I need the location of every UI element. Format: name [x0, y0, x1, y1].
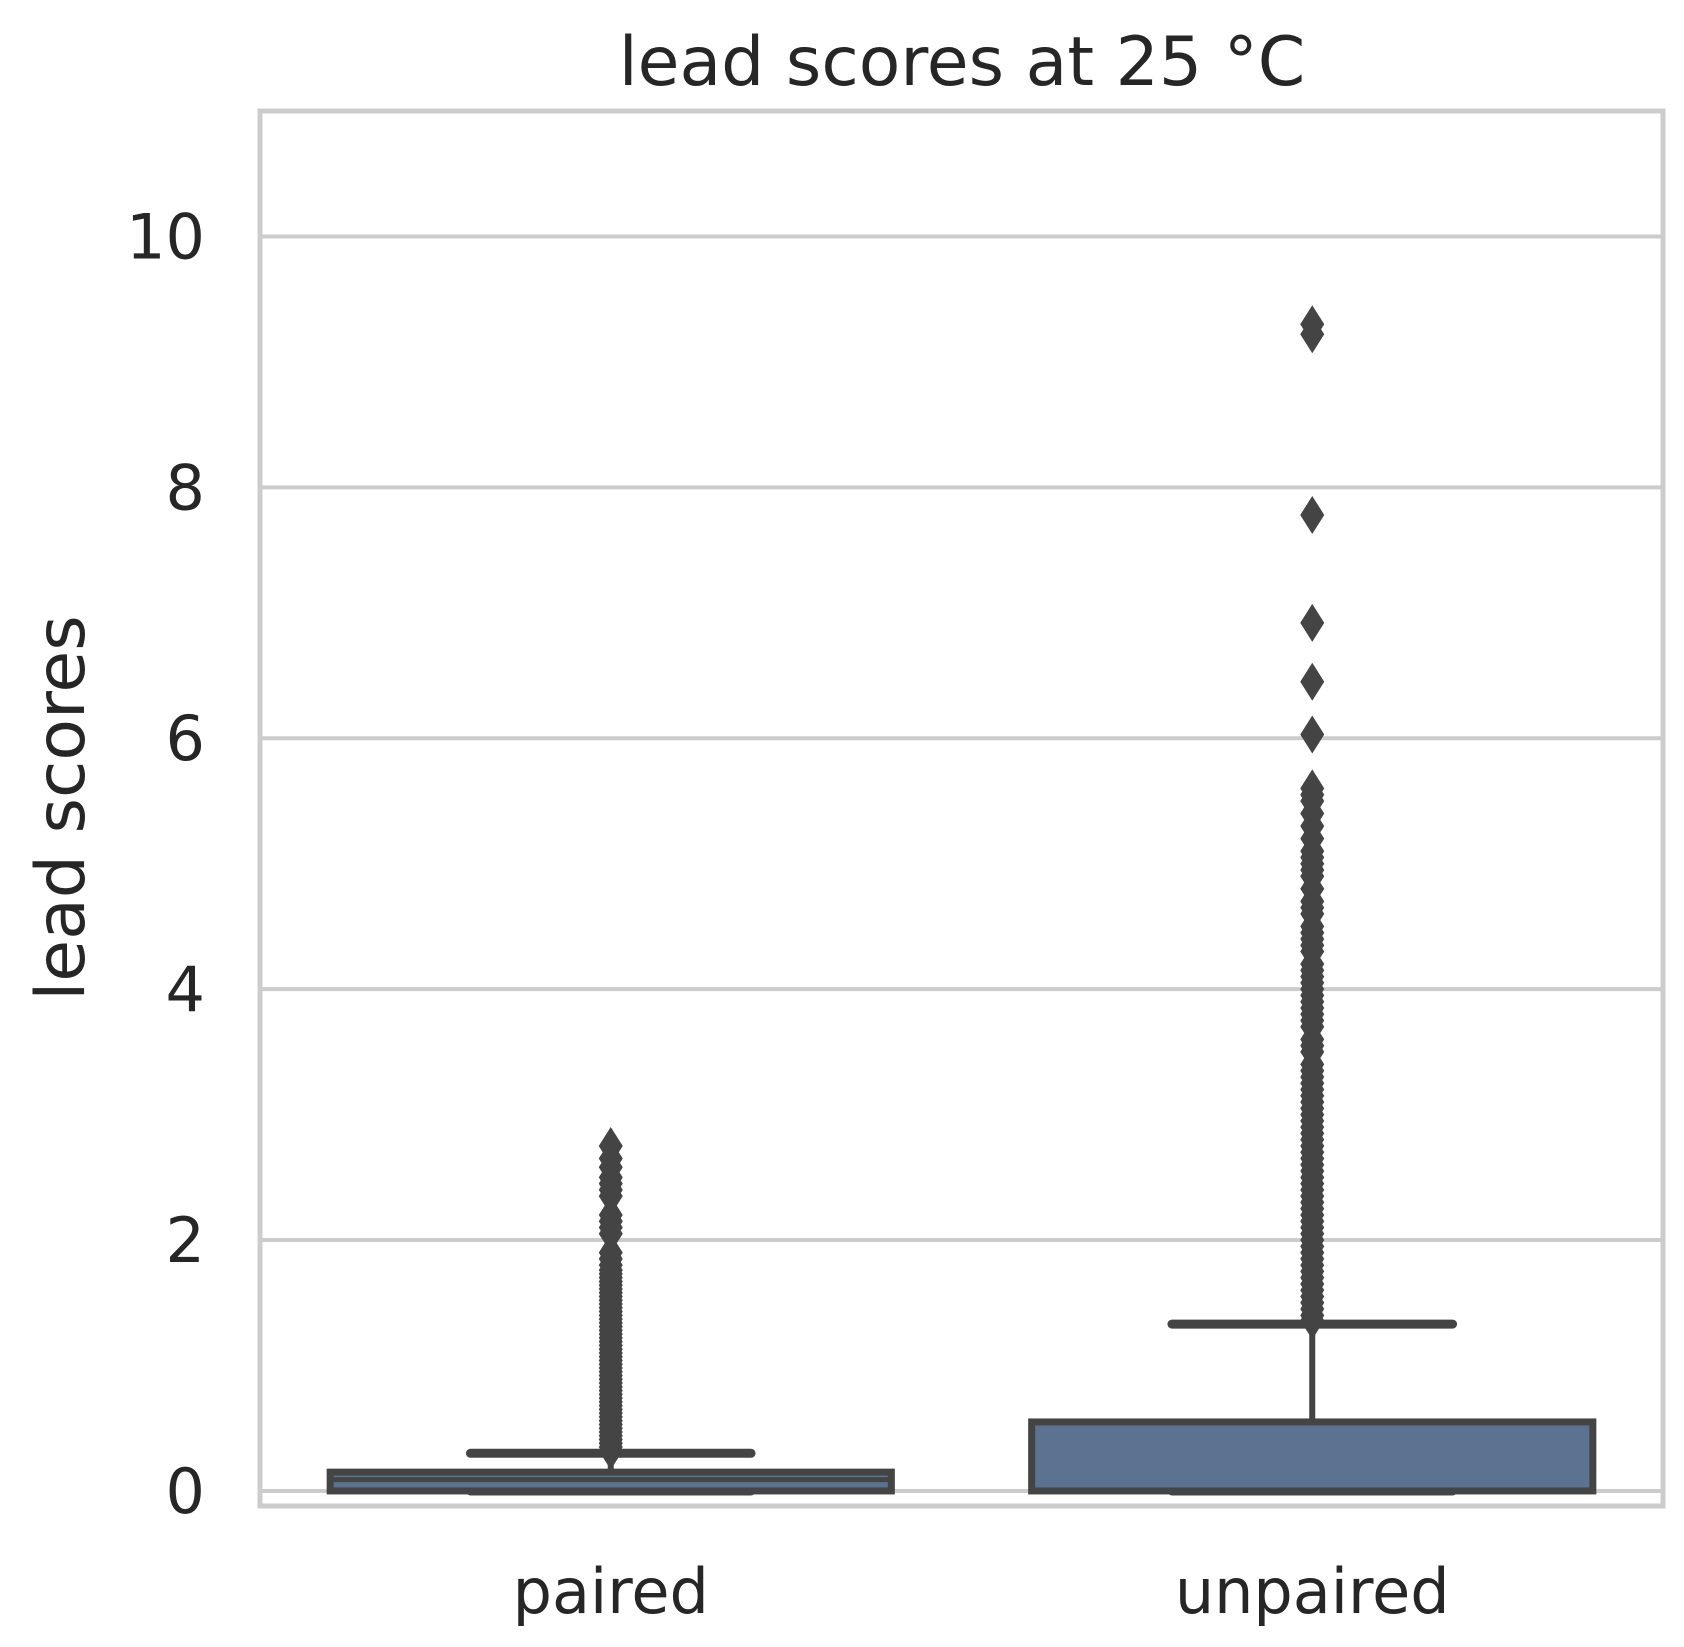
y-tick-label: 6	[166, 702, 205, 775]
y-tick-label: 4	[166, 953, 205, 1026]
box-group-paired	[326, 1126, 895, 1496]
y-axis-label: lead scores	[22, 615, 101, 1000]
box-series	[326, 305, 1597, 1496]
outlier-point	[1300, 495, 1325, 534]
plot-frame	[257, 108, 1666, 1509]
outlier-point	[1300, 603, 1325, 642]
y-tick-label: 10	[126, 200, 205, 273]
outlier-point	[1300, 715, 1325, 754]
y-tick-label: 2	[166, 1204, 205, 1277]
y-tick-label: 0	[166, 1455, 205, 1528]
chart-title: lead scores at 25 °C	[619, 23, 1306, 102]
outlier-point	[598, 1126, 623, 1165]
x-tick-label-unpaired: unpaired	[1175, 1555, 1450, 1628]
y-tick-labels: 0 2 4 6 8 10	[126, 200, 205, 1527]
outlier-point	[1300, 769, 1325, 808]
outlier-point	[1300, 305, 1325, 344]
x-tick-labels: paired unpaired	[513, 1555, 1450, 1628]
x-tick-label-paired: paired	[513, 1555, 709, 1628]
outlier-point	[1300, 662, 1325, 701]
y-tick-label: 8	[166, 451, 205, 524]
box-iqr	[1028, 1418, 1597, 1495]
box-group-unpaired	[1028, 305, 1597, 1496]
